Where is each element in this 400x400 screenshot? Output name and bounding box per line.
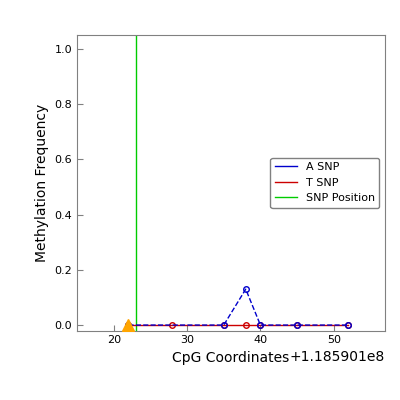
Legend: A SNP, T SNP, SNP Position: A SNP, T SNP, SNP Position (270, 158, 380, 208)
Y-axis label: Methylation Frequency: Methylation Frequency (35, 104, 49, 262)
X-axis label: CpG Coordinates: CpG Coordinates (172, 351, 290, 365)
